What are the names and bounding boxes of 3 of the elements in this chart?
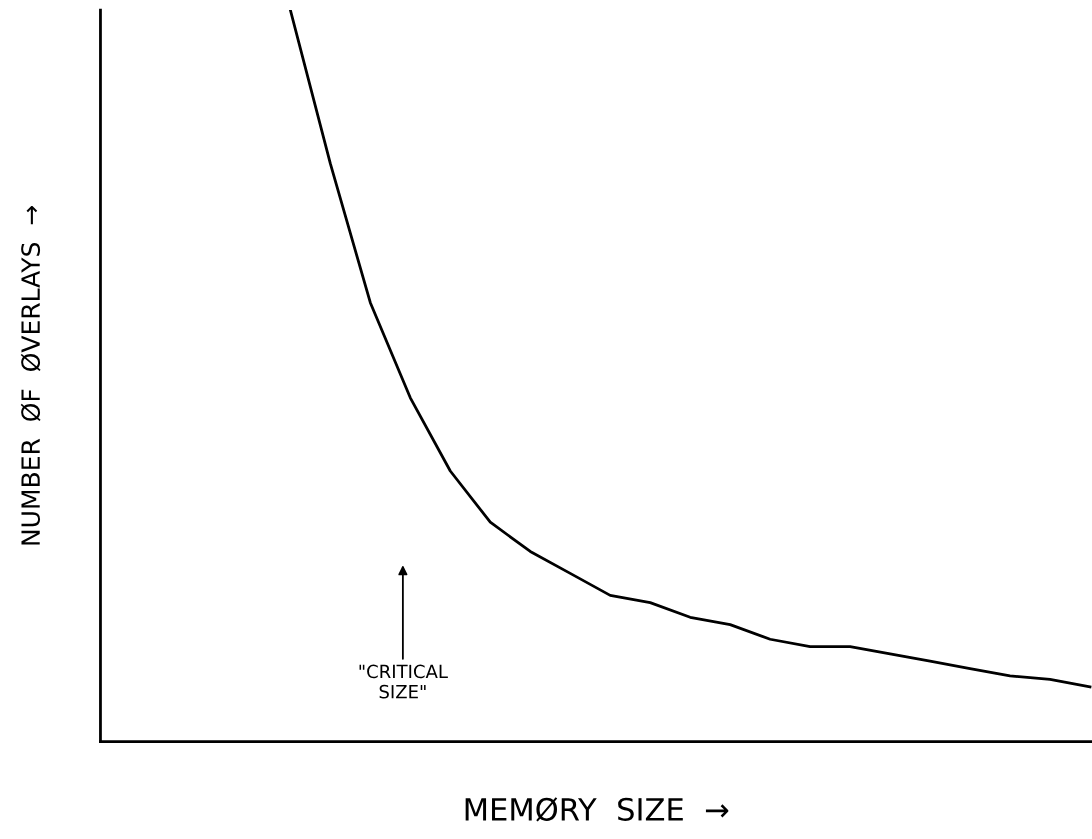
x-axis-title: MEMØRY SIZE → [465, 797, 729, 822]
y-axis-title: NUMBER ØF ØVERLAYS → [20, 205, 41, 545]
annotation: "CRITICAL SIZE" [359, 664, 448, 699]
